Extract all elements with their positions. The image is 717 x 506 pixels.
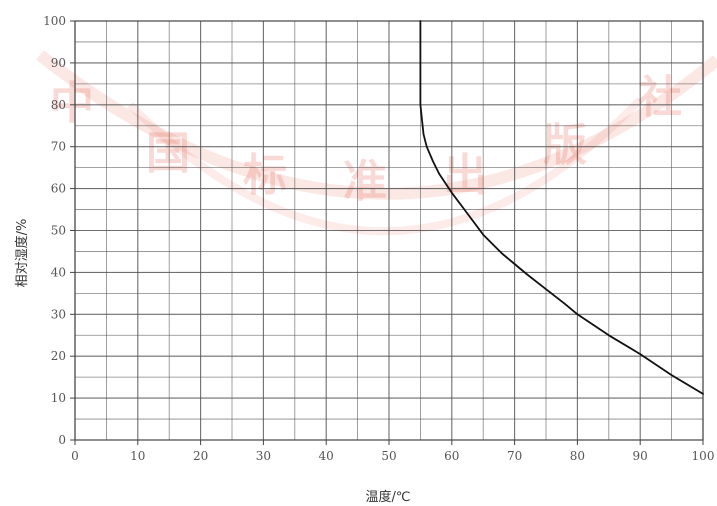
watermark-char: 版 [543, 120, 587, 171]
watermark-char: 出 [443, 150, 487, 201]
watermark-char: 中 [50, 78, 94, 129]
y-axis-label: 相对湿度/% [14, 219, 30, 288]
y-tick-label: 40 [51, 265, 66, 279]
grid [74, 20, 704, 441]
x-tick-label: 50 [381, 449, 396, 463]
watermark-char: 标 [243, 150, 287, 201]
x-tick-label: 70 [507, 449, 522, 463]
watermark-char: 社 [638, 72, 682, 123]
y-tick-label: 10 [51, 391, 66, 405]
watermark-char: 国 [146, 128, 190, 179]
y-tick-label: 80 [51, 98, 66, 112]
x-axis-label: 温度/℃ [366, 489, 411, 505]
x-tick-label: 10 [130, 449, 145, 463]
x-tick-label: 0 [71, 449, 79, 463]
series-layer [419, 20, 704, 395]
x-tick-label: 90 [633, 449, 648, 463]
watermark-char: 准 [343, 156, 387, 207]
x-tick-label: 20 [193, 449, 208, 463]
x-tick-label: 80 [570, 449, 585, 463]
x-tick-label: 30 [256, 449, 271, 463]
y-tick-label: 100 [43, 14, 66, 28]
watermark: 中国 标 准 出 版社 [36, 50, 717, 236]
tick-labels: 0 10 20 30 40 50 60 70 80 90 100 0 10 20 30 40 50 60 70 80 9… [43, 14, 714, 463]
y-tick-label: 90 [51, 56, 66, 70]
watermark-arc [127, 97, 643, 236]
watermark-arc [36, 50, 717, 200]
x-tick-label: 100 [692, 449, 715, 463]
y-tick-label: 70 [51, 140, 66, 154]
x-tick-label: 60 [444, 449, 459, 463]
y-tick-label: 30 [51, 307, 66, 321]
series-line [419, 20, 704, 395]
y-tick-label: 50 [51, 224, 66, 238]
x-tick-label: 40 [319, 449, 334, 463]
y-tick-label: 0 [58, 433, 66, 447]
y-tick-label: 20 [51, 349, 66, 363]
y-tick-label: 60 [51, 182, 66, 196]
